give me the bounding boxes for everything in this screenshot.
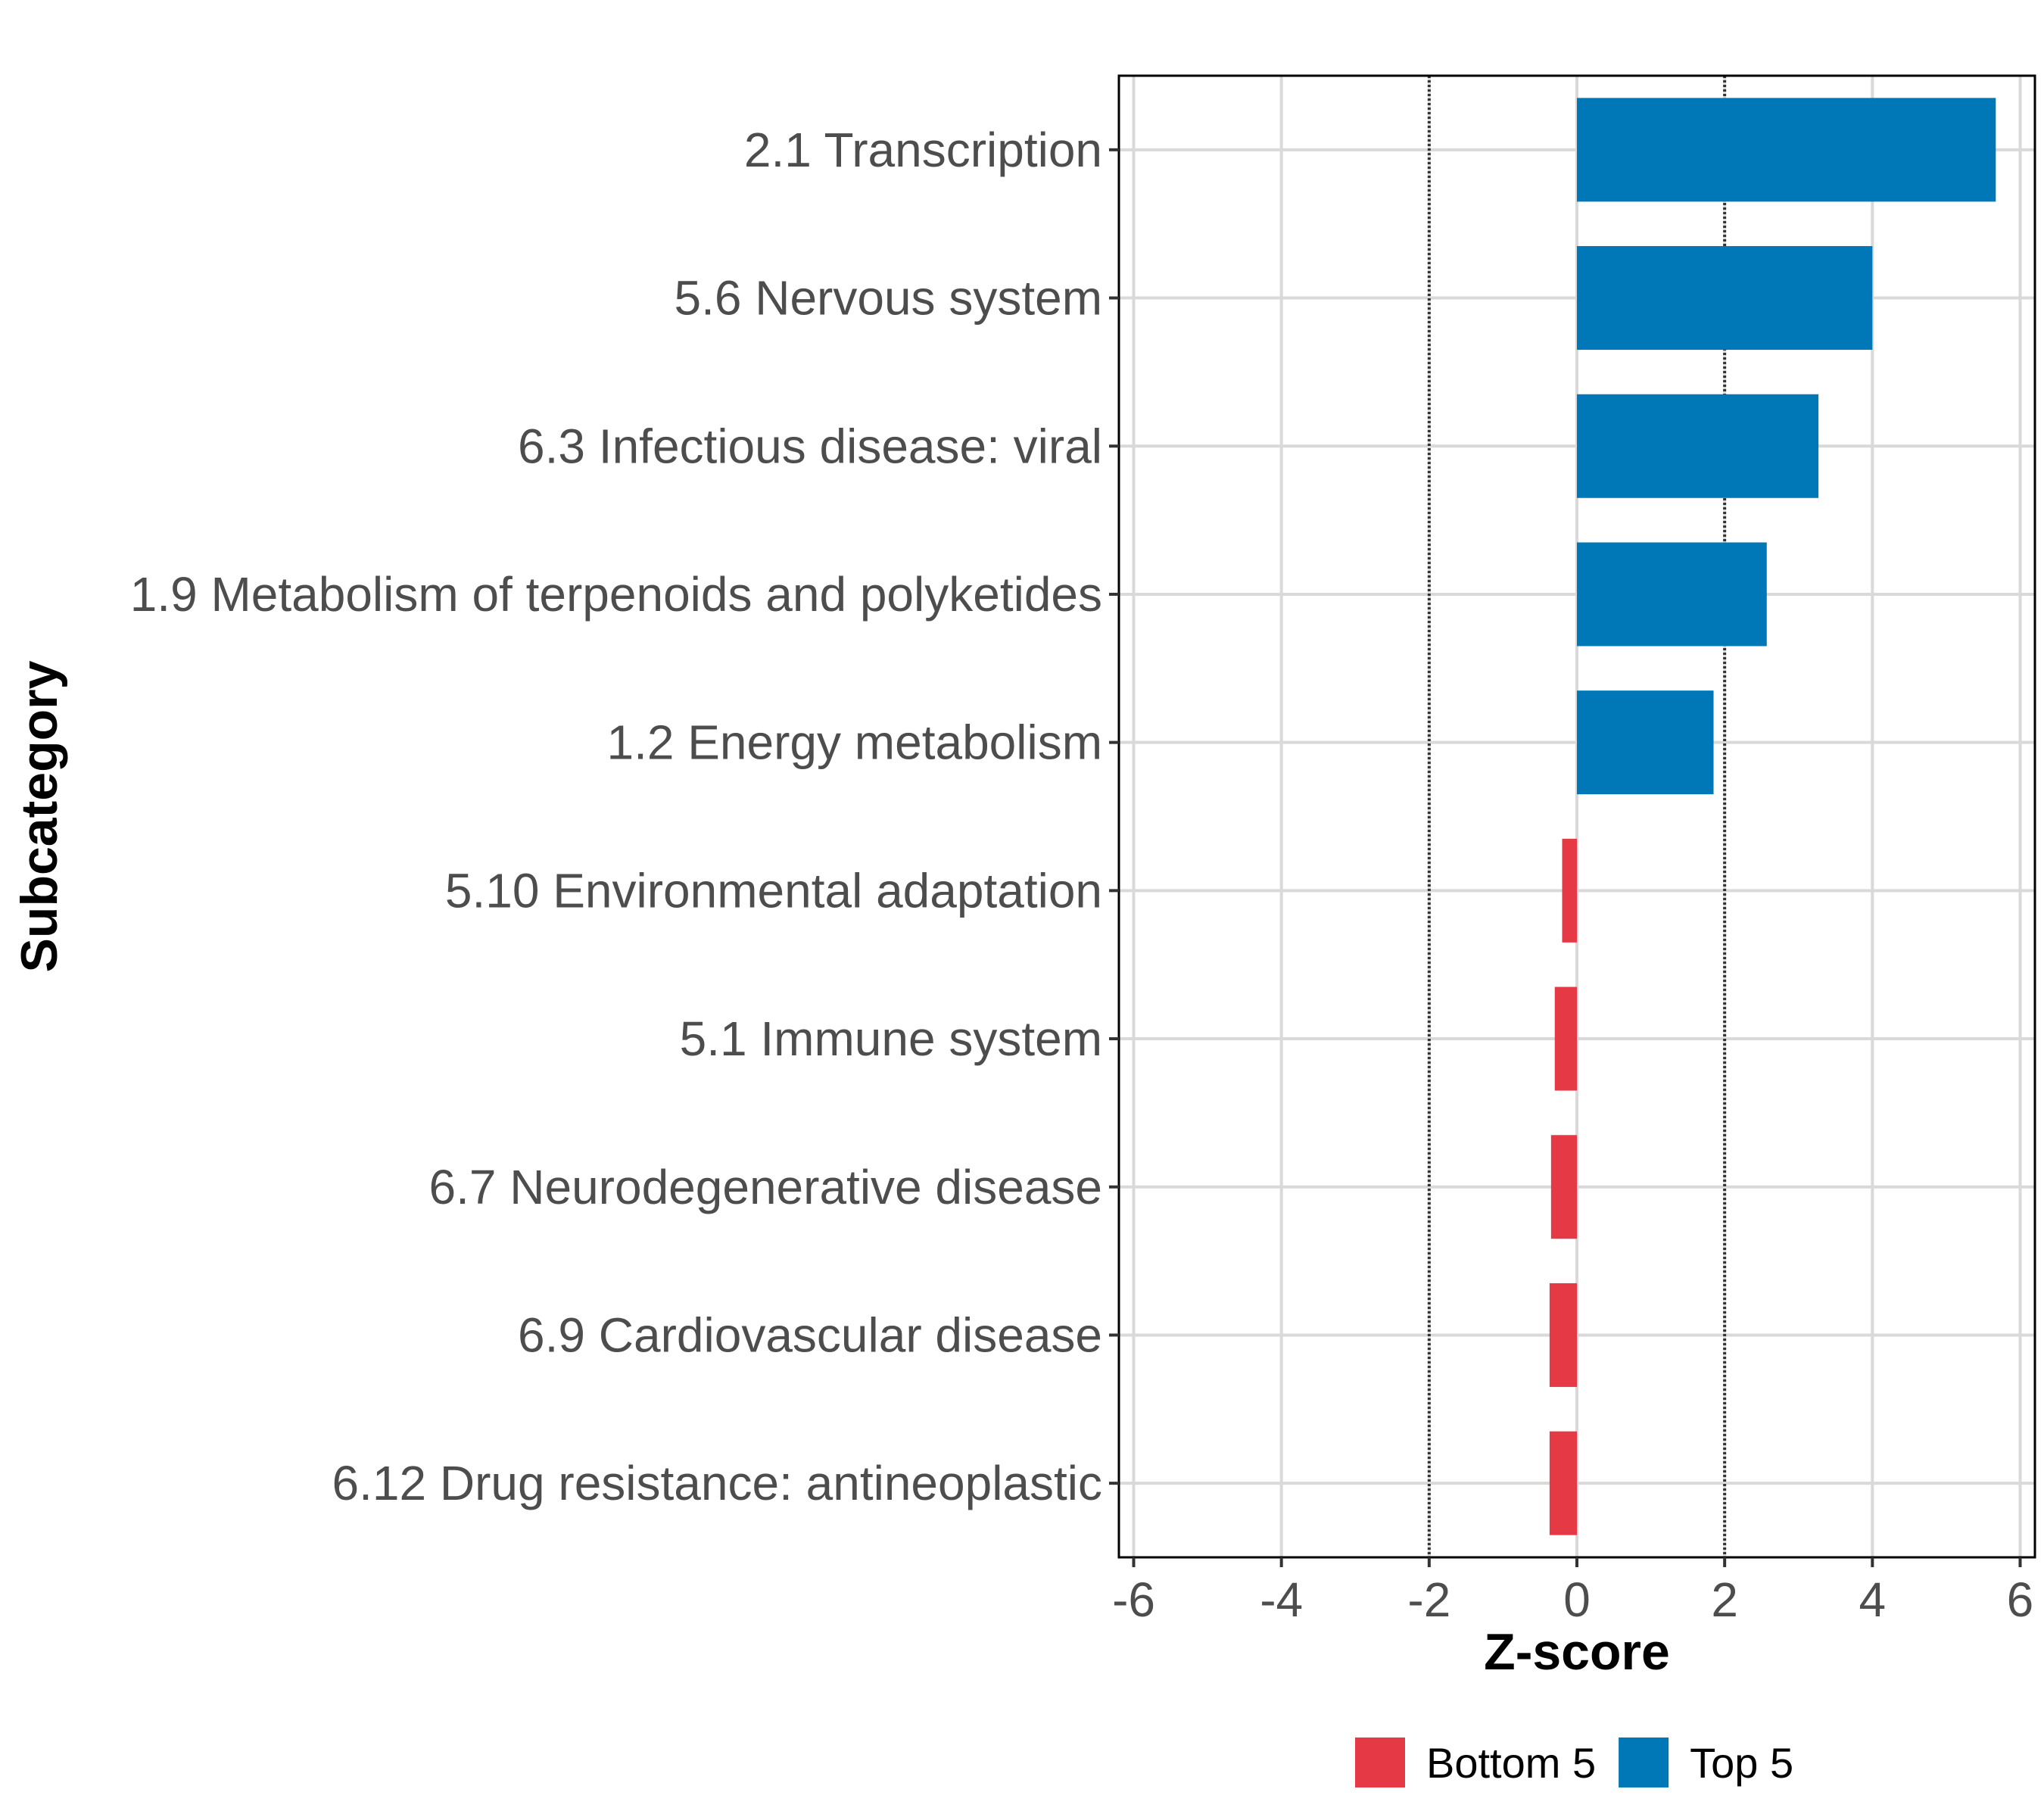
bar bbox=[1577, 98, 1996, 202]
category-label: 1.2 Energy metabolism bbox=[606, 715, 1102, 770]
category-label: 2.1 Transcription bbox=[744, 123, 1102, 177]
category-label: 5.1 Immune system bbox=[680, 1011, 1102, 1066]
y-axis-title: Subcategory bbox=[11, 660, 68, 972]
bar bbox=[1562, 838, 1577, 943]
x-tick-label: 2 bbox=[1711, 1572, 1738, 1627]
bar bbox=[1577, 542, 1767, 647]
category-label: 6.9 Cardiovascular disease bbox=[518, 1307, 1102, 1362]
bar bbox=[1549, 1431, 1577, 1535]
bar bbox=[1550, 1135, 1577, 1239]
x-axis-ticks: -6 -4 -2 0 2 4 6 bbox=[1112, 1557, 2033, 1627]
bar bbox=[1577, 246, 1873, 351]
bar bbox=[1577, 394, 1819, 498]
category-label: 5.10 Environmental adaptation bbox=[445, 863, 1102, 918]
category-label: 5.6 Nervous system bbox=[674, 271, 1102, 326]
y-axis-ticks: 2.1 Transcription 5.6 Nervous system 6.3 I… bbox=[130, 123, 1119, 1510]
legend-key bbox=[1619, 1738, 1669, 1787]
legend-key bbox=[1355, 1738, 1405, 1787]
category-label: 6.3 Infectious disease: viral bbox=[518, 419, 1102, 473]
x-tick-label: -4 bbox=[1260, 1572, 1303, 1627]
x-tick-label: 6 bbox=[2007, 1572, 2034, 1627]
bar bbox=[1577, 690, 1714, 795]
bars bbox=[1549, 98, 1996, 1535]
category-label: 6.7 Neurodegenerative disease bbox=[429, 1160, 1103, 1214]
category-label: 1.9 Metabolism of terpenoids and polyket… bbox=[130, 567, 1102, 622]
category-label: 6.12 Drug resistance: antineoplastic bbox=[332, 1456, 1102, 1510]
x-tick-label: 0 bbox=[1563, 1572, 1591, 1627]
x-tick-label: 4 bbox=[1859, 1572, 1887, 1627]
legend-label: Bottom 5 bbox=[1426, 1739, 1596, 1787]
bar bbox=[1554, 986, 1577, 1091]
bar bbox=[1549, 1282, 1577, 1387]
x-tick-label: -2 bbox=[1407, 1572, 1450, 1627]
legend-label: Top 5 bbox=[1690, 1739, 1793, 1787]
legend: Bottom 5 Top 5 bbox=[1355, 1738, 1793, 1787]
x-tick-label: -6 bbox=[1112, 1572, 1155, 1627]
x-axis-title: Z-score bbox=[1484, 1623, 1670, 1681]
